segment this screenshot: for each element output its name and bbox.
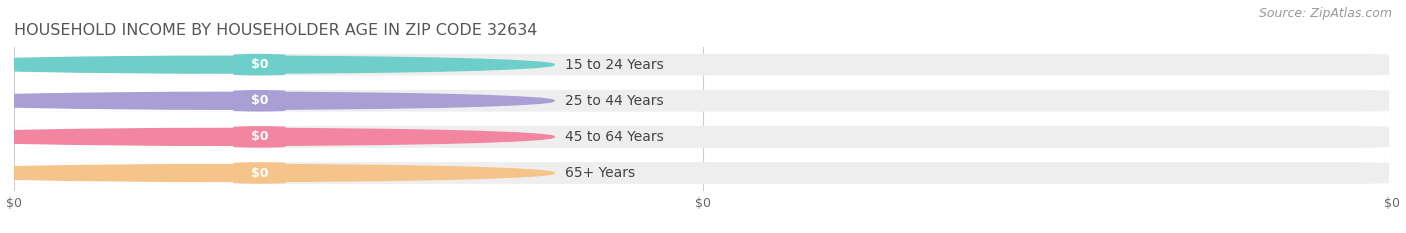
Text: $0: $0 xyxy=(250,130,269,143)
Text: 45 to 64 Years: 45 to 64 Years xyxy=(565,130,664,144)
Text: 15 to 24 Years: 15 to 24 Years xyxy=(565,58,664,72)
Text: $0: $0 xyxy=(250,94,269,107)
Text: Source: ZipAtlas.com: Source: ZipAtlas.com xyxy=(1258,7,1392,20)
FancyBboxPatch shape xyxy=(17,162,1389,184)
FancyBboxPatch shape xyxy=(233,126,285,148)
FancyBboxPatch shape xyxy=(233,54,285,75)
FancyBboxPatch shape xyxy=(17,54,1389,75)
FancyBboxPatch shape xyxy=(233,162,285,184)
Circle shape xyxy=(0,164,554,182)
Circle shape xyxy=(0,56,554,73)
FancyBboxPatch shape xyxy=(17,126,285,148)
Text: $0: $0 xyxy=(250,58,269,71)
Text: 65+ Years: 65+ Years xyxy=(565,166,636,180)
FancyBboxPatch shape xyxy=(17,90,285,112)
FancyBboxPatch shape xyxy=(17,54,285,75)
FancyBboxPatch shape xyxy=(233,90,285,112)
FancyBboxPatch shape xyxy=(17,162,285,184)
Text: HOUSEHOLD INCOME BY HOUSEHOLDER AGE IN ZIP CODE 32634: HOUSEHOLD INCOME BY HOUSEHOLDER AGE IN Z… xyxy=(14,24,537,38)
Circle shape xyxy=(0,128,554,145)
FancyBboxPatch shape xyxy=(17,90,1389,112)
Text: 25 to 44 Years: 25 to 44 Years xyxy=(565,94,664,108)
Circle shape xyxy=(0,92,554,109)
FancyBboxPatch shape xyxy=(17,126,1389,148)
Text: $0: $0 xyxy=(250,167,269,179)
